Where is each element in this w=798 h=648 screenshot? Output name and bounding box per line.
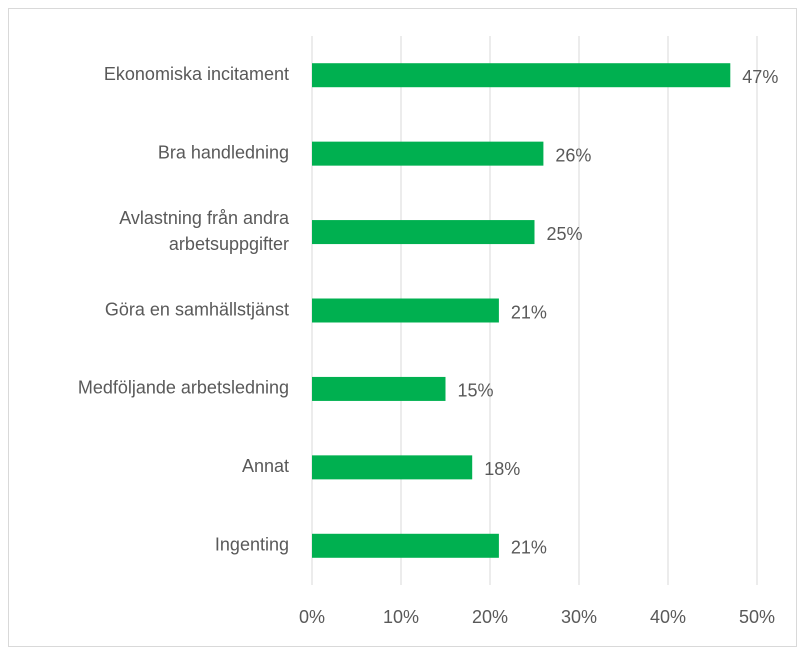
value-label: 18% (484, 459, 520, 479)
y-tick-label: Bra handledning (158, 142, 289, 162)
value-label: 47% (742, 67, 778, 87)
y-tick-label: Annat (242, 456, 289, 476)
bar (312, 63, 731, 88)
bar (312, 141, 544, 166)
bar (312, 376, 446, 401)
value-label: 25% (547, 224, 583, 244)
x-tick-label: 50% (739, 607, 775, 627)
y-tick-label: Avlastning från andra arbetsuppgifter (119, 208, 290, 254)
value-label: 26% (555, 145, 591, 165)
bar (312, 455, 473, 480)
value-label: 21% (511, 302, 547, 322)
x-tick-label: 40% (650, 607, 686, 627)
bar (312, 533, 499, 558)
y-tick-label: Göra en samhällstjänst (105, 299, 289, 319)
y-tick-label: Ingenting (215, 535, 289, 555)
x-tick-label: 0% (299, 607, 325, 627)
x-tick-label: 20% (472, 607, 508, 627)
bar (312, 298, 499, 323)
value-label: 21% (511, 538, 547, 558)
bar (312, 220, 535, 245)
y-tick-label: Medföljande arbetsledning (78, 378, 289, 398)
x-tick-label: 10% (383, 607, 419, 627)
y-tick-label: Ekonomiska incitament (104, 64, 289, 84)
value-label: 15% (458, 381, 494, 401)
x-tick-label: 30% (561, 607, 597, 627)
